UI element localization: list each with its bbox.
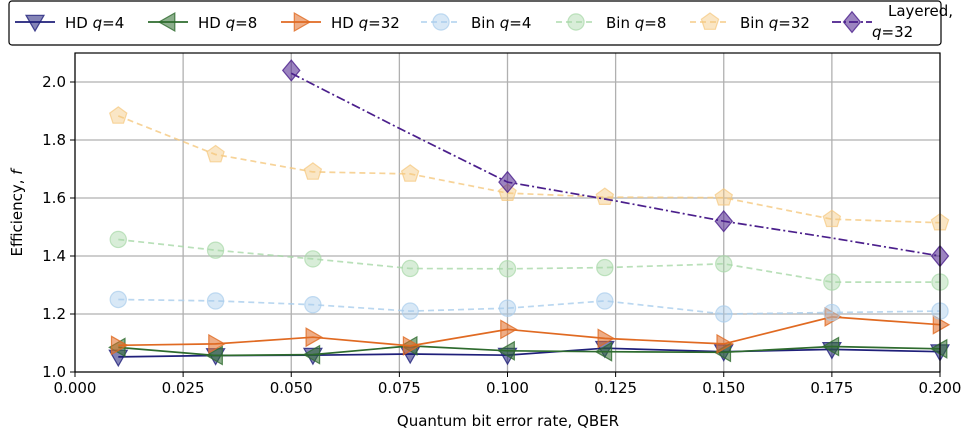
data-point [401, 259, 419, 278]
data-point [715, 255, 733, 273]
legend-entry-2: HD q=32 [281, 11, 400, 33]
series-line [118, 316, 941, 347]
data-point [500, 319, 518, 340]
x-tick-label: 0.175 [810, 379, 853, 397]
data-point [716, 333, 734, 354]
data-point [400, 164, 420, 182]
x-tick-label: 0.100 [486, 379, 529, 397]
legend-marker [842, 10, 862, 34]
series-0 [108, 340, 951, 368]
data-point [108, 106, 128, 124]
legend-entry-0: HD q=4 [15, 14, 124, 33]
y-tick-label: 2.0 [42, 73, 66, 91]
data-point [929, 338, 948, 359]
data-point [714, 209, 734, 233]
legend-label: q=32 [872, 23, 913, 41]
data-point [822, 209, 842, 228]
legend-entry-1: HD q=8 [148, 11, 257, 33]
legend-label: Bin q=4 [471, 14, 531, 32]
data-point [281, 59, 301, 82]
data-point [110, 335, 129, 356]
data-point [208, 333, 226, 354]
legend-entry-4: Bin q=8 [556, 13, 666, 32]
series-line [118, 298, 941, 315]
legend-entry-3: Bin q=4 [421, 13, 531, 32]
y-tick-label: 1.0 [42, 363, 66, 381]
series-2 [110, 306, 951, 356]
legend-marker [293, 11, 312, 33]
data-point [498, 299, 517, 317]
x-tick-label: 0.200 [919, 379, 962, 397]
data-point [596, 292, 614, 310]
data-point [595, 187, 615, 205]
legend-label: HD q=4 [65, 14, 124, 32]
data-point [597, 328, 616, 349]
data-point [823, 303, 841, 322]
data-point [401, 302, 419, 320]
series-line [290, 72, 941, 257]
x-tick-label: 0.000 [54, 379, 97, 397]
series-4 [109, 230, 949, 291]
data-point [304, 296, 322, 314]
data-point [714, 187, 734, 206]
y-axis-label: Efficiency, f [8, 167, 26, 257]
y-tick-label: 1.6 [42, 189, 66, 207]
legend-entry-5: Bin q=32 [690, 12, 810, 32]
legend-label: HD q=32 [331, 14, 400, 32]
x-tick-label: 0.025 [162, 379, 205, 397]
x-axis-label: Quantum bit error rate, QBER [397, 412, 619, 430]
data-point [206, 241, 225, 259]
data-point [497, 340, 515, 361]
data-point [498, 170, 517, 194]
data-point [596, 258, 614, 277]
series-line [117, 115, 941, 224]
data-point [206, 292, 225, 310]
legend-marker [567, 13, 585, 31]
y-tick-label: 1.8 [42, 131, 66, 149]
ticks: 0.000 0.025 0.050 0.075 0.100 0.125 0.150 0.175… [42, 73, 961, 397]
series-5 [108, 106, 950, 231]
data-point [498, 260, 517, 278]
data-point [303, 162, 323, 180]
data-point [109, 230, 127, 249]
y-tick-label: 1.2 [42, 305, 66, 323]
legend-box [8, 0, 942, 46]
legend-label: Bin q=8 [606, 14, 666, 32]
data-point [821, 336, 840, 357]
data-point [302, 344, 321, 365]
legend-marker [432, 13, 450, 31]
data-point [205, 345, 223, 366]
data-point [823, 273, 841, 291]
y-tick-label: 1.4 [42, 247, 66, 265]
x-tick-label: 0.150 [702, 379, 745, 397]
series-1 [108, 335, 948, 366]
legend-label: Bin q=32 [740, 14, 810, 32]
data-point [932, 314, 951, 335]
legend-marker [157, 11, 176, 33]
legend: HD q=4 HD q=8 HD q=32 Bin q=4 Bin q=8 Bin q=3… [8, 0, 953, 46]
series-line [118, 238, 940, 283]
data-point [594, 341, 613, 362]
legend-label: HD q=8 [198, 14, 257, 32]
data-point [109, 290, 127, 309]
legend-entry-6: Layered, q=32 [832, 2, 953, 41]
data-point [715, 305, 733, 323]
legend-marker [24, 14, 46, 33]
legend-marker [700, 12, 720, 30]
data-point [305, 327, 324, 348]
x-tick-label: 0.050 [270, 379, 313, 397]
grid [74, 53, 941, 373]
data-point [402, 335, 421, 356]
x-tick-label: 0.125 [594, 379, 637, 397]
series-layer [108, 59, 951, 368]
data-point [206, 144, 225, 163]
series-3 [109, 290, 949, 323]
legend-label: Layered, [888, 2, 953, 20]
x-tick-label: 0.075 [378, 379, 421, 397]
data-point [304, 250, 322, 268]
